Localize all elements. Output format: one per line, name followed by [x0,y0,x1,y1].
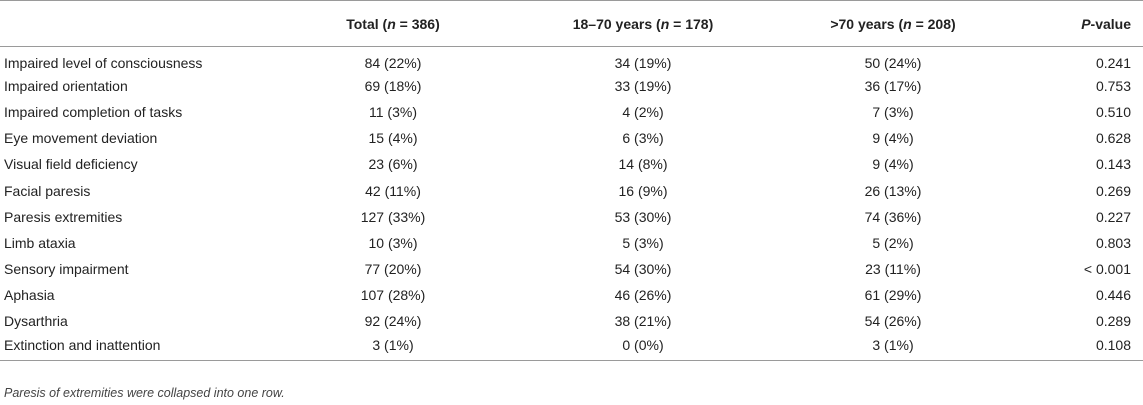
header-young-pre: 18–70 years ( [572,15,661,32]
cell-p-value: 0.227 [1095,208,1131,225]
cell-total: 3 (1%) [268,334,518,362]
cell-young: 38 (21%) [614,313,672,330]
cell-total: 77 (20%) [364,261,422,278]
cell-young: 5 (3%) [622,234,664,251]
table-row: Sensory impairment 77 (20%) 54 (30%) 23 (11… [0,256,1143,282]
cell-old: 7 (3%) [872,103,914,120]
cell-label: Impaired completion of tasks [4,103,183,120]
header-old-pre: >70 years ( [830,15,904,32]
cell-label: Dysarthria [4,313,68,330]
table-row: Limb ataxia 10 (3%) 5 (3%) 5 (2%) 0.803 [0,230,1143,256]
table-row: Impaired completion of tasks 11 (3%) 4 (2%… [0,99,1143,125]
table-row: Dysarthria 92 (24%) 38 (21%) 54 (26%) 0.289 [0,308,1143,334]
cell-young: 54 (30%) [614,261,672,278]
cell-label: Sensory impairment [4,261,129,278]
table-row: Facial paresis 42 (11%) 16 (9%) 26 (13%) 0.2… [0,177,1143,203]
cell-young: 53 (30%) [614,208,672,225]
cell-p-value: 0.510 [1095,103,1131,120]
cell-label: Eye movement deviation [4,130,158,147]
table-row: Paresis extremities 127 (33%) 53 (30%) 74 (… [0,204,1143,230]
cell-old: 3 (1%) [768,334,1018,362]
header-total: Total (n = 386) [268,0,518,47]
table-row: Eye movement deviation 15 (4%) 6 (3%) 9 (4%… [0,125,1143,151]
header-young: 18–70 years (n = 178) [518,0,768,47]
cell-total: 84 (22%) [364,54,422,71]
cell-young: 46 (26%) [614,287,672,304]
cell-old: 61 (29%) [864,287,922,304]
cell-p-value: 0.108 [1018,334,1143,362]
cell-total: 15 (4%) [368,130,418,147]
cell-old: 26 (13%) [864,182,922,199]
cell-total: 11 (3%) [369,103,417,120]
header-row: Total (n = 386) 18–70 years (n = 178) >7… [0,0,1143,47]
cell-old: 50 (24%) [864,54,922,71]
cell-label: Impaired level of consciousness [4,54,203,71]
cell-total: 42 (11%) [365,182,421,199]
header-old-post: = 208) [911,15,956,32]
cell-young: 16 (9%) [618,182,668,199]
cell-p-value: 0.446 [1095,287,1131,304]
header-young-n: n [660,15,670,32]
cell-old: 5 (2%) [872,234,914,251]
header-total-n: n [387,15,396,32]
cell-old: 9 (4%) [872,156,914,173]
cell-young: 33 (19%) [614,77,672,94]
cell-p-value: < 0.001 [1083,261,1131,278]
table-body: Impaired level of consciousness 84 (22%) 3… [0,47,1143,362]
cell-label: Facial paresis [4,182,91,199]
table-footnote: Paresis of extremities were collapsed in… [4,386,285,400]
cell-young: 14 (8%) [618,156,668,173]
cell-young: 34 (19%) [614,54,672,71]
header-young-post: = 178) [669,15,714,32]
header-total-post: = 386) [395,15,440,32]
cell-young: 4 (2%) [622,103,664,120]
table-row: Aphasia 107 (28%) 46 (26%) 61 (29%) 0.446 [0,282,1143,308]
cell-label: Paresis extremities [4,208,123,225]
cell-p-value: 0.628 [1095,130,1131,147]
header-label [0,0,268,47]
cell-total: 10 (3%) [368,234,418,251]
table-row: Impaired level of consciousness 84 (22%) 3… [0,47,1143,73]
header-p-value: P-value [1018,0,1143,47]
header-old: >70 years (n = 208) [768,0,1018,47]
header-total-pre: Total ( [346,15,388,32]
cell-total: 92 (24%) [364,313,422,330]
table-row: Extinction and inattention 3 (1%) 0 (0%) 3 … [0,334,1143,362]
cell-p-value: 0.753 [1095,77,1131,94]
cell-p-value: 0.241 [1095,54,1131,71]
cell-old: 9 (4%) [872,130,914,147]
results-table: Total (n = 386) 18–70 years (n = 178) >7… [0,0,1143,362]
cell-total: 107 (28%) [360,287,426,304]
cell-label: Extinction and inattention [0,334,268,362]
cell-young: 0 (0%) [518,334,768,362]
header-old-n: n [903,15,912,32]
cell-old: 54 (26%) [864,313,922,330]
table-row: Visual field deficiency 23 (6%) 14 (8%) 9 (… [0,151,1143,177]
cell-total: 69 (18%) [364,77,422,94]
cell-total: 23 (6%) [368,156,418,173]
cell-label: Visual field deficiency [4,156,138,173]
cell-old: 23 (11%) [865,261,921,278]
cell-label: Limb ataxia [4,234,76,251]
cell-old: 74 (36%) [864,208,922,225]
cell-p-value: 0.269 [1095,182,1131,199]
cell-total: 127 (33%) [360,208,426,225]
cell-p-value: 0.803 [1095,234,1131,251]
cell-young: 6 (3%) [622,130,664,147]
table-header: Total (n = 386) 18–70 years (n = 178) >7… [0,0,1143,47]
cell-old: 36 (17%) [864,77,922,94]
header-p-post: -value [1090,15,1131,32]
cell-label: Aphasia [4,287,55,304]
cell-p-value: 0.289 [1095,313,1131,330]
cell-p-value: 0.143 [1095,156,1131,173]
header-p-italic: P [1081,15,1091,32]
cell-label: Impaired orientation [4,77,128,94]
table-row: Impaired orientation 69 (18%) 33 (19%) 36 (… [0,73,1143,99]
